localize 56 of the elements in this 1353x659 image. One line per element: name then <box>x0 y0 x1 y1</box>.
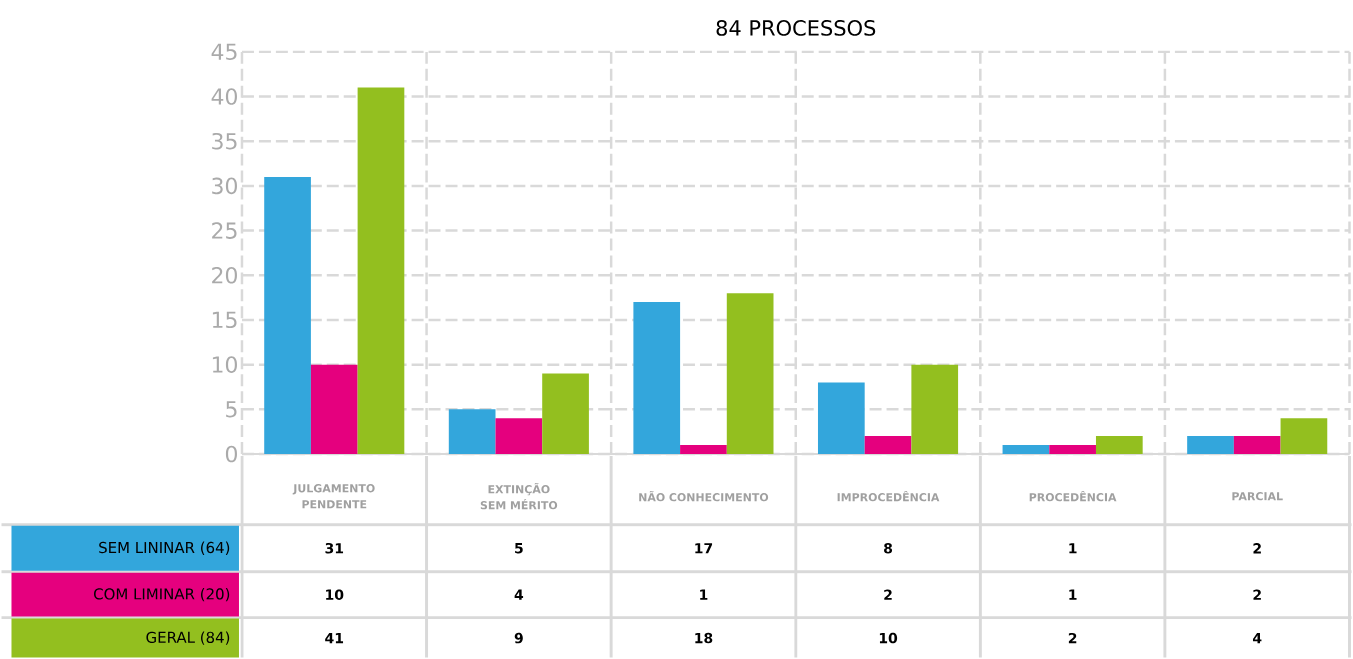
bar <box>1233 436 1281 454</box>
data-label: 10 <box>326 589 344 600</box>
x-tick-label: IMPROCEDÊNCIA <box>837 490 940 502</box>
y-tick-label: 45 <box>211 43 237 61</box>
bar <box>1187 436 1234 454</box>
x-tick-label: NÃO CONHECIMENTO <box>639 490 769 502</box>
y-tick-label: 25 <box>212 222 237 239</box>
bar <box>1002 445 1050 454</box>
data-label: 10 <box>879 632 898 644</box>
text: SEM LININAR (64) <box>99 541 230 555</box>
y-tick-label: 30 <box>212 177 237 195</box>
bar <box>633 302 681 454</box>
data-label: 1 <box>700 589 708 600</box>
data-label: 2 <box>1253 589 1261 600</box>
text: COM LIMINAR (20) <box>94 588 230 602</box>
y-tick-label: 40 <box>211 88 237 105</box>
data-label: 2 <box>1253 543 1261 554</box>
bar <box>310 364 358 454</box>
bar <box>264 176 311 454</box>
data-label: 1 <box>1069 543 1077 554</box>
bar <box>1095 436 1143 454</box>
bar <box>817 382 865 454</box>
y-tick-label: 5 <box>226 401 237 418</box>
x-tick-label: PARCIAL <box>1232 492 1283 501</box>
data-label: 9 <box>514 632 523 644</box>
chart-title: 84 PROCESSOS <box>716 19 876 36</box>
data-label: 5 <box>515 543 523 554</box>
bar <box>1049 445 1096 454</box>
bar <box>680 445 727 454</box>
bar <box>726 293 774 454</box>
data-label: 31 <box>325 542 344 554</box>
x-tick-label: JULGAMENTO PENDENTE <box>292 484 375 509</box>
data-label: 2 <box>884 589 892 600</box>
data-label: 2 <box>1068 632 1077 644</box>
data-label: 17 <box>695 543 713 554</box>
y-tick-label: 10 <box>212 356 237 373</box>
data-label: 18 <box>695 632 713 644</box>
data-label: 1 <box>1069 589 1077 600</box>
bar <box>911 364 959 454</box>
bar <box>495 418 543 454</box>
data-label: 4 <box>514 589 524 600</box>
bar <box>357 87 405 454</box>
data-label: 4 <box>1252 632 1262 644</box>
data-label: 41 <box>325 632 344 644</box>
bar <box>1280 418 1328 454</box>
y-tick-label: 15 <box>212 311 237 329</box>
x-tick-label: PROCEDÊNCIA <box>1029 490 1117 502</box>
x-tick-label: EXTINÇÃO SEM MÉRITO <box>480 482 558 510</box>
text: GERAL (84) <box>146 631 230 645</box>
bar <box>864 436 912 454</box>
y-tick-label: 35 <box>212 132 237 150</box>
bar <box>448 409 496 454</box>
y-tick-label: 0 <box>225 445 237 463</box>
y-tick-label: 20 <box>212 266 237 284</box>
bar <box>542 373 589 454</box>
data-label: 8 <box>884 542 893 554</box>
